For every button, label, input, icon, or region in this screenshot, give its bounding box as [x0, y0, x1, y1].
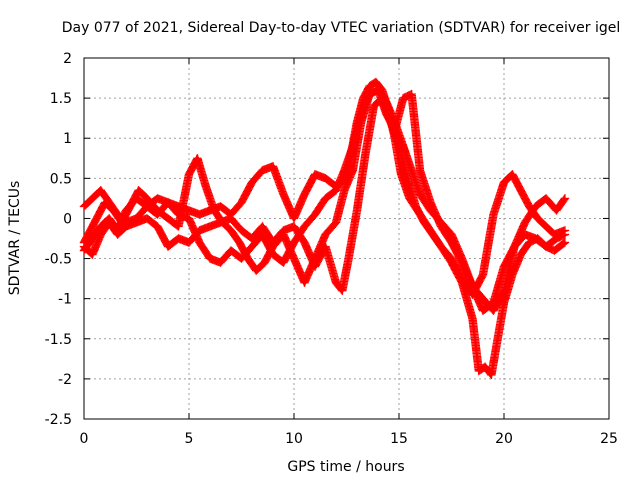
data-point [560, 194, 570, 203]
data-point [559, 239, 568, 248]
y-tick-label: -2.5 [45, 412, 72, 428]
x-axis-label: GPS time / hours [287, 459, 404, 475]
data-point [560, 238, 570, 247]
series-track-d [79, 93, 570, 380]
y-tick-label: -1 [58, 292, 72, 308]
y-axis-label: SDTVAR / TECUs [7, 181, 23, 296]
data-points [79, 77, 570, 380]
x-tick-labels: 0 5 10 15 20 25 [80, 431, 618, 447]
x-tick-label: 20 [495, 431, 513, 447]
x-tick-label: 0 [80, 431, 89, 447]
data-point [559, 195, 569, 204]
y-tick-labels: -2.5 -2 -1.5 -1 -0.5 0 0.5 1 1.5 2 [45, 51, 72, 428]
y-tick-label: -0.5 [45, 252, 72, 268]
data-point [560, 230, 570, 239]
x-tick-label: 15 [390, 431, 408, 447]
y-tick-label: 0.5 [50, 171, 72, 187]
series-track-a [79, 77, 570, 299]
y-tick-label: 0 [63, 211, 72, 227]
y-tick-label: 2 [63, 51, 72, 67]
chart-title: Day 077 of 2021, Sidereal Day-to-day VTE… [62, 20, 621, 36]
y-tick-label: 1.5 [50, 91, 72, 107]
axis-ticks [83, 57, 610, 420]
x-tick-label: 25 [600, 431, 618, 447]
x-tick-label: 5 [185, 431, 194, 447]
y-tick-label: -1.5 [45, 332, 72, 348]
x-tick-label: 10 [285, 431, 303, 447]
y-tick-label: 1 [63, 131, 72, 147]
y-tick-label: -2 [58, 372, 72, 388]
